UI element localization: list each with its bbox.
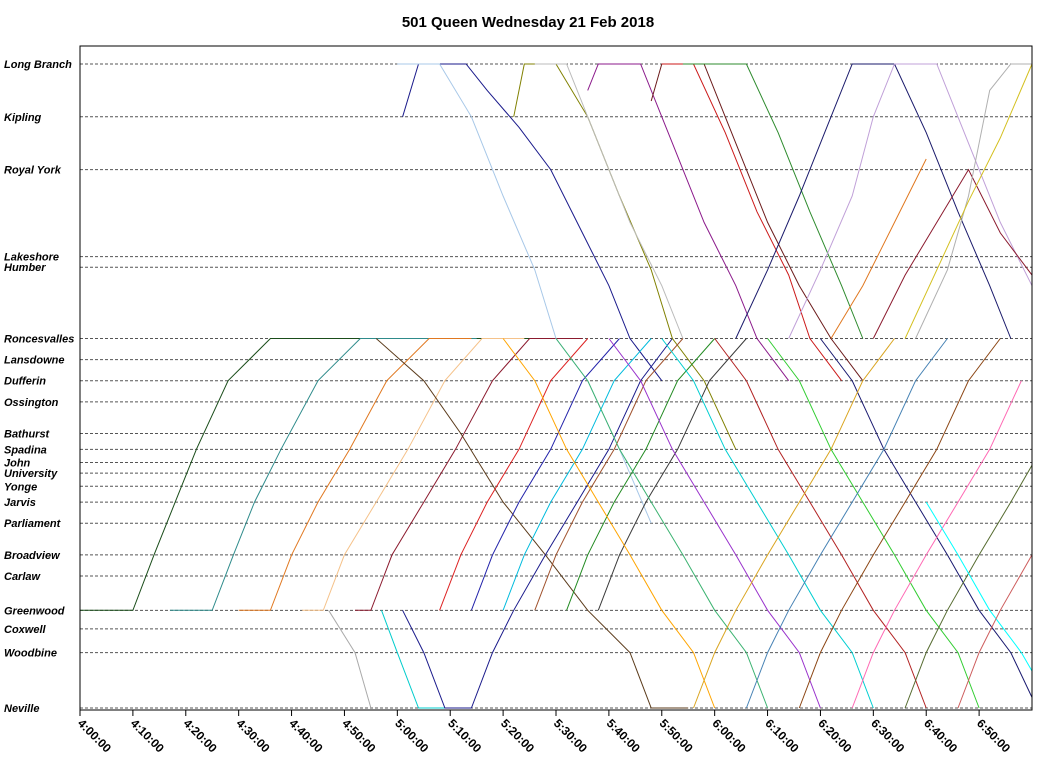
tick-label: 6:30:00 <box>868 716 907 755</box>
trip-line-34 <box>767 338 980 709</box>
trip-line-9 <box>402 63 663 382</box>
trip-line-2 <box>238 338 472 611</box>
trip-line-0 <box>80 338 530 611</box>
trip-line-29 <box>502 338 716 709</box>
tick-label: 4:00:00 <box>75 716 114 755</box>
trip-line-40 <box>904 464 1033 709</box>
stop-label: Neville <box>4 703 39 715</box>
stop-label: Yonge <box>4 481 37 493</box>
trip-line-20 <box>872 168 1033 339</box>
tick-label: 5:10:00 <box>445 716 484 755</box>
stop-label: Lakeshore <box>4 252 59 264</box>
tick-label: 4:30:00 <box>234 716 273 755</box>
trip-line-10 <box>397 63 652 524</box>
tick-label: 6:10:00 <box>762 716 801 755</box>
tick-label: 6:20:00 <box>815 716 854 755</box>
stop-label: University <box>4 468 58 480</box>
trip-lines <box>80 63 1033 709</box>
stop-label: Humber <box>4 262 46 274</box>
trip-line-30 <box>555 338 769 709</box>
stop-label: Lansdowne <box>4 355 65 367</box>
stop-label: Carlaw <box>4 571 42 583</box>
tick-label: 6:50:00 <box>974 716 1013 755</box>
chart-title: 501 Queen Wednesday 21 Feb 2018 <box>402 14 654 31</box>
trip-line-13 <box>587 63 790 382</box>
tick-label: 5:00:00 <box>392 716 431 755</box>
trip-line-25 <box>502 338 652 611</box>
trip-line-23 <box>439 338 589 611</box>
tick-label: 5:30:00 <box>551 716 590 755</box>
grid-layer <box>80 63 1032 709</box>
tick-label: 5:50:00 <box>657 716 696 755</box>
tick-label: 4:10:00 <box>128 716 167 755</box>
trip-line-41 <box>925 501 1033 672</box>
tick-label: 5:20:00 <box>498 716 537 755</box>
stop-label: Broadview <box>4 550 61 562</box>
trip-line-17 <box>735 63 1012 339</box>
trip-line-36 <box>693 338 895 709</box>
trip-line-26 <box>534 338 684 611</box>
trip-line-14 <box>650 63 864 382</box>
stop-label: Dufferin <box>4 376 46 388</box>
stop-label: Coxwell <box>4 624 47 636</box>
stop-label: Ossington <box>4 397 59 409</box>
trip-line-31 <box>608 338 821 709</box>
trip-line-37 <box>745 338 948 709</box>
tick-label: 4:20:00 <box>181 716 220 755</box>
stop-label: Royal York <box>4 165 62 177</box>
trip-line-4 <box>355 338 583 611</box>
trip-line-32 <box>661 338 874 709</box>
tick-label: 6:40:00 <box>921 716 960 755</box>
stop-label: Bathurst <box>4 429 51 441</box>
stop-label: Woodbine <box>4 648 57 660</box>
stop-label: Jarvis <box>4 497 36 509</box>
trip-line-21 <box>915 63 1032 339</box>
tick-label: 4:50:00 <box>339 716 378 755</box>
trip-line-27 <box>566 338 716 611</box>
trip-line-18 <box>788 63 1033 339</box>
trip-line-22 <box>904 63 1033 339</box>
trip-line-19 <box>830 158 927 339</box>
trip-line-28 <box>597 338 747 611</box>
stop-label: Long Branch <box>4 59 72 71</box>
tick-label: 5:40:00 <box>604 716 643 755</box>
trip-line-38 <box>798 338 1001 709</box>
stop-label: Parliament <box>4 518 62 530</box>
trip-line-35 <box>820 338 1033 698</box>
trip-line-33 <box>714 338 927 709</box>
trip-line-3 <box>302 338 525 611</box>
stop-label: Greenwood <box>4 605 65 617</box>
stop-label: Spadina <box>4 444 47 456</box>
tick-label: 6:00:00 <box>710 716 749 755</box>
stop-labels: Long Branch Kipling Royal York LakeshoreHum… <box>4 59 74 715</box>
time-ticks: 4:00:00 4:10:00 4:20:00 4:30:00 4:40:00 4:50:… <box>75 710 1013 756</box>
trip-line-24 <box>470 338 620 611</box>
trip-line-7 <box>381 610 461 709</box>
tick-label: 4:40:00 <box>286 716 325 755</box>
trip-line-42 <box>957 554 1033 709</box>
trip-line-6 <box>328 610 372 709</box>
stop-label: John <box>4 458 31 470</box>
trip-line-39 <box>851 380 1022 709</box>
stop-label: Kipling <box>4 112 42 124</box>
trip-line-12 <box>534 63 684 339</box>
stop-label: Roncesvalles <box>4 333 74 345</box>
trip-line-1 <box>169 338 477 611</box>
trip-line-8 <box>402 338 673 709</box>
trip-line-16 <box>682 63 864 339</box>
